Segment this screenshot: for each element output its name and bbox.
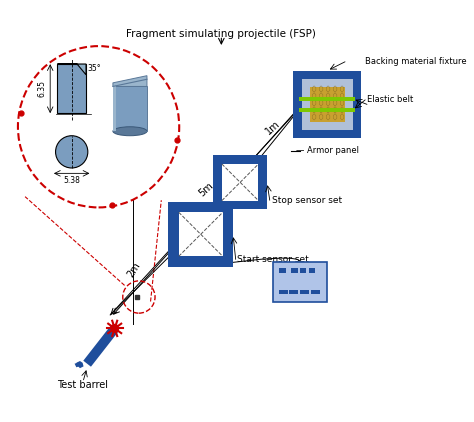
Circle shape [55, 136, 88, 168]
Text: Fragment simulating projectile (FSP): Fragment simulating projectile (FSP) [127, 29, 316, 39]
Bar [113, 87, 147, 131]
Text: Test barrel: Test barrel [57, 380, 108, 390]
Polygon shape [74, 362, 82, 367]
Polygon shape [57, 64, 86, 75]
Bar [279, 290, 288, 294]
Bar [113, 87, 147, 131]
Bar [179, 212, 223, 256]
Bar [113, 87, 117, 131]
Text: 5m: 5m [196, 180, 215, 198]
Bar [290, 290, 299, 294]
Text: 5.38: 5.38 [63, 176, 80, 185]
Bar [293, 71, 361, 138]
Bar [300, 268, 307, 273]
Ellipse shape [113, 127, 147, 136]
Text: 6.35: 6.35 [37, 80, 46, 97]
Text: Ø2.54: Ø2.54 [60, 139, 83, 148]
Bar [168, 202, 233, 267]
Bar [222, 164, 258, 200]
Bar [213, 155, 267, 209]
Text: Backing material fixture: Backing material fixture [365, 57, 467, 66]
Bar [299, 108, 356, 112]
Bar [279, 268, 286, 273]
Text: Elastic belt: Elastic belt [367, 95, 413, 104]
Bar [300, 290, 309, 294]
Text: — Armor panel: — Armor panel [296, 146, 359, 155]
Bar [273, 262, 327, 301]
Circle shape [110, 324, 119, 333]
Polygon shape [113, 76, 147, 87]
Bar [299, 97, 356, 101]
Bar [301, 79, 353, 130]
Bar [310, 87, 345, 122]
Text: Start sensor set: Start sensor set [237, 255, 309, 264]
Bar [311, 290, 320, 294]
Circle shape [18, 46, 179, 208]
Bar [57, 64, 86, 114]
Text: 35°: 35° [88, 64, 101, 73]
Text: 1m: 1m [264, 118, 282, 136]
Bar [309, 268, 315, 273]
Text: 2m: 2m [125, 261, 142, 279]
Bar [291, 268, 298, 273]
Text: Stop sensor set: Stop sensor set [272, 196, 342, 205]
Polygon shape [76, 361, 83, 368]
